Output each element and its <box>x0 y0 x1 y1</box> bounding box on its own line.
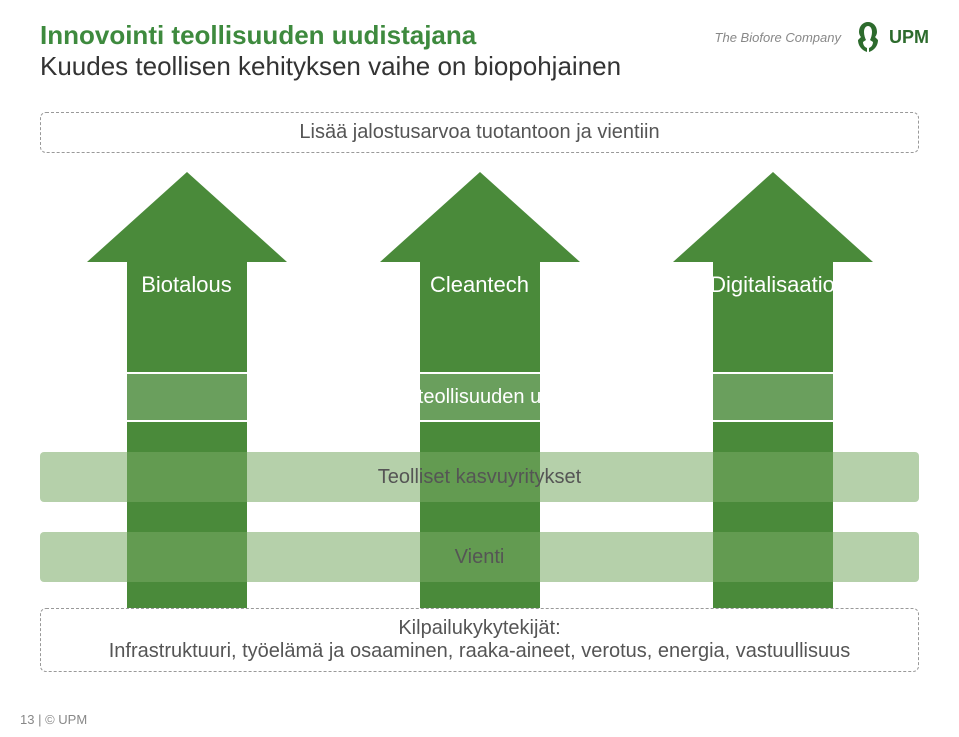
slide-subtitle: Kuudes teollisen kehityksen vaihe on bio… <box>40 51 919 82</box>
bottom-box-line: Kilpailukykytekijät: <box>57 617 902 640</box>
logo-area: The Biofore Company UPM <box>715 20 929 55</box>
arrow-label: Digitalisaatio <box>663 272 883 298</box>
biofore-tagline: The Biofore Company <box>715 30 841 45</box>
page-number: 13 <box>20 712 34 727</box>
bar-vienti: Vienti <box>40 532 919 582</box>
slide-footer: 13 | © UPM <box>20 712 87 727</box>
bar-teolliset: Teolliset kasvuyritykset <box>40 452 919 502</box>
bottom-box-line: Infrastruktuuri, työelämä ja osaaminen, … <box>57 640 902 663</box>
upm-text: UPM <box>889 27 929 48</box>
footer-sep: | © <box>34 712 58 727</box>
arrow-label: Biotalous <box>77 272 297 298</box>
arrow-label: Cleantech <box>370 272 590 298</box>
bar-innovointi: Innovointi teollisuuden uudistajana <box>40 372 919 422</box>
top-box: Lisää jalostusarvoa tuotantoon ja vienti… <box>40 112 919 153</box>
griffin-icon <box>853 20 883 55</box>
slide-header: Innovointi teollisuuden uudistajana Kuud… <box>0 0 959 92</box>
footer-brand: UPM <box>58 712 87 727</box>
bottom-box: Kilpailukykytekijät: Infrastruktuuri, ty… <box>40 608 919 672</box>
diagram-area: Lisää jalostusarvoa tuotantoon ja vienti… <box>40 112 919 672</box>
upm-logo: UPM <box>853 20 929 55</box>
